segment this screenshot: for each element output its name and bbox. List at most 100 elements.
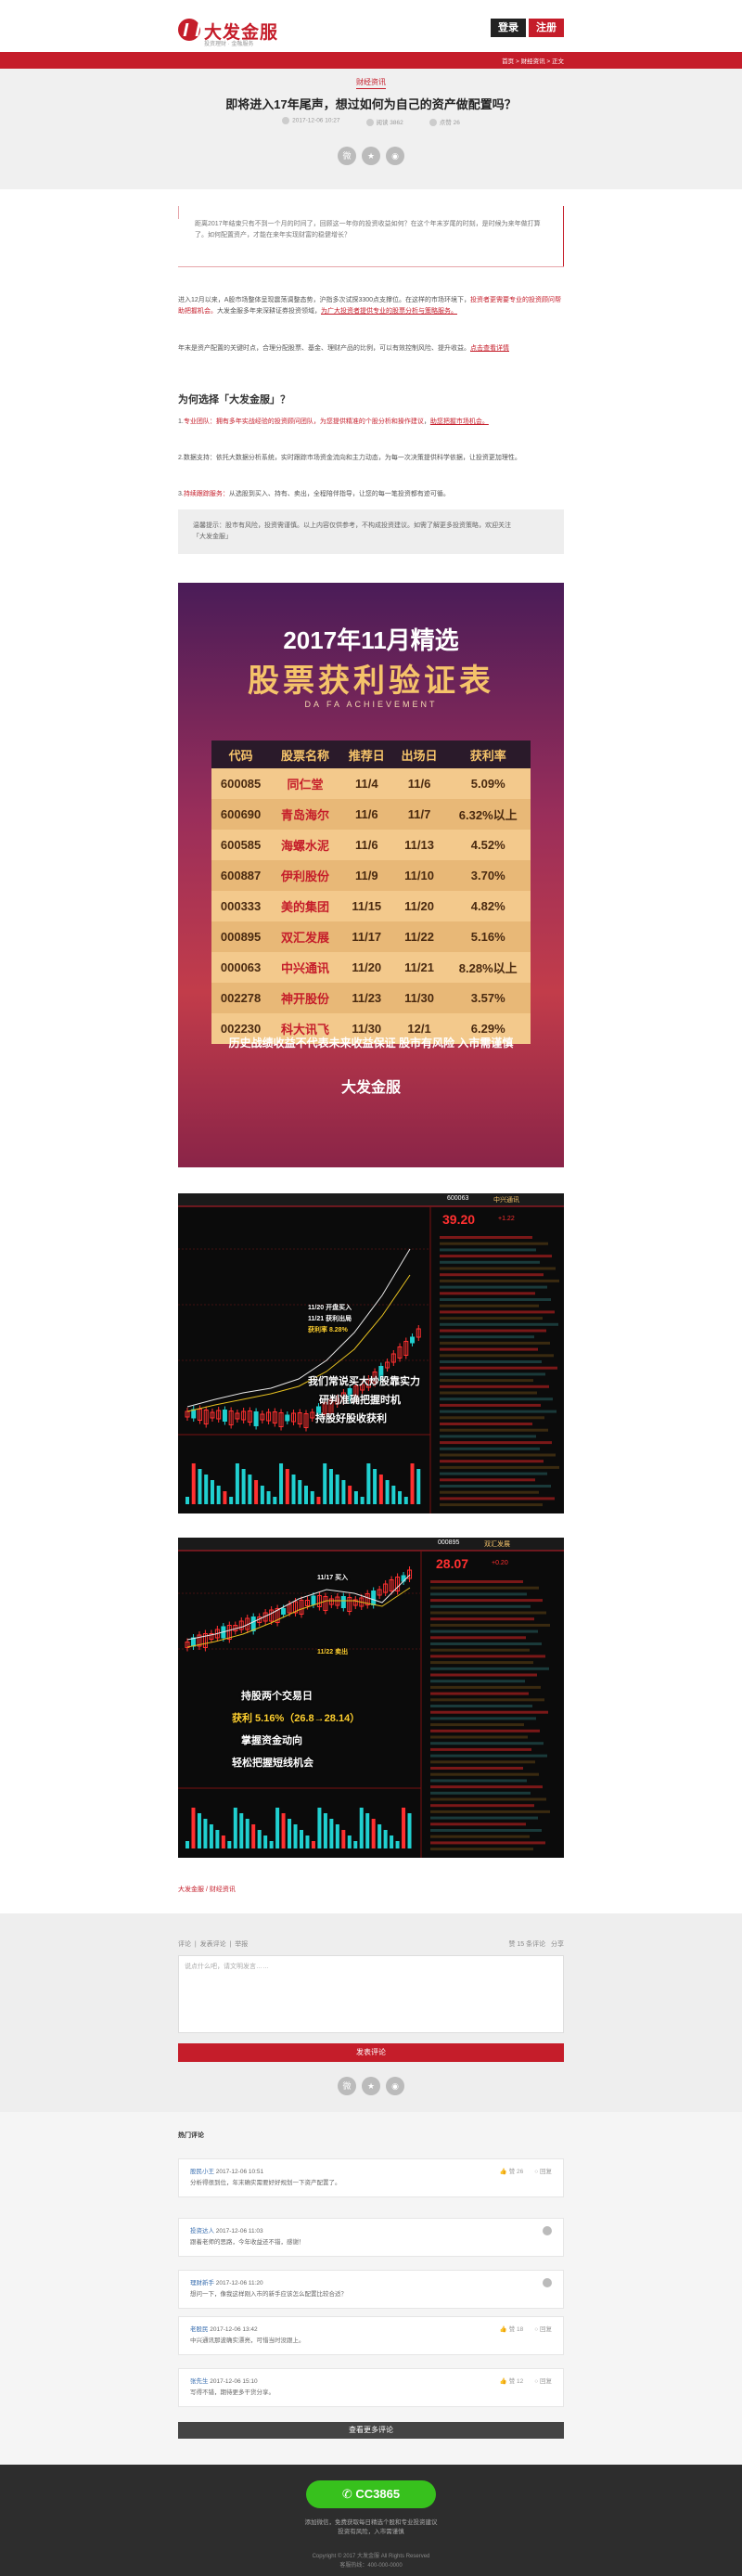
candle <box>328 1598 334 1605</box>
candle <box>299 1600 304 1615</box>
candle <box>278 1412 284 1427</box>
reason-link[interactable]: 助您把握市场机会。 <box>429 419 489 425</box>
table-cell: 神开股份 <box>270 983 340 1013</box>
volume-bar <box>391 1486 396 1504</box>
quote-line <box>430 1785 543 1789</box>
volume-bar <box>293 1824 298 1848</box>
table-cell: 5.16% <box>445 921 531 952</box>
quote-line <box>440 1255 552 1258</box>
comment-user[interactable]: 理财新手 <box>190 2280 214 2286</box>
candle <box>340 1392 346 1402</box>
volume-bar <box>407 1813 412 1848</box>
category-tag[interactable]: 财经资讯 <box>356 77 386 89</box>
quote-line <box>430 1680 525 1683</box>
submit-comment-button[interactable]: 发表评论 <box>178 2043 564 2062</box>
volume-bar <box>316 1497 321 1504</box>
register-button[interactable]: 注册 <box>529 19 564 37</box>
info-icon[interactable] <box>543 2226 552 2235</box>
info-icon[interactable] <box>543 2278 552 2287</box>
comment-input[interactable]: 说点什么吧，请文明发言…… <box>178 1955 564 2033</box>
wechat-share-icon[interactable]: ◉ <box>386 2077 404 2095</box>
volume-bar <box>398 1491 403 1504</box>
volume-bar <box>216 1486 221 1504</box>
candle <box>216 1410 222 1420</box>
quote-line <box>430 1810 550 1813</box>
volume-bar <box>288 1819 292 1848</box>
candle <box>266 1411 272 1422</box>
chart2-note-1: 11/17 买入 <box>317 1575 349 1581</box>
volume-bar <box>215 1830 220 1848</box>
candle <box>328 1399 334 1414</box>
date-meta: 2017-12-06 10:27 <box>282 117 340 126</box>
tab-post[interactable]: 发表评论 <box>199 1941 226 1948</box>
details-link[interactable]: 点击查看详情 <box>470 345 509 352</box>
like-button[interactable]: 👍 赞 12 <box>499 2378 524 2385</box>
weibo-share-icon[interactable]: 微 <box>338 147 356 165</box>
table-cell: 双汇发展 <box>270 921 340 952</box>
inline-link[interactable]: 为广大投资者提供专业的股票分析与策略服务。 <box>321 308 457 315</box>
wechat-button[interactable]: ✆ CC3865 <box>306 2480 436 2508</box>
volume-bar <box>402 1808 406 1848</box>
chart2-text-2: 获利 5.16%（26.8→28.14） <box>232 1713 361 1724</box>
candle <box>291 1412 297 1423</box>
qzone-share-icon[interactable]: ★ <box>362 2077 380 2095</box>
table-row: 000333 美的集团 11/15 11/20 4.82% <box>211 891 531 921</box>
table-header: 获利率 <box>445 741 531 768</box>
quote-line <box>440 1273 544 1277</box>
candle <box>407 1569 413 1579</box>
candle <box>385 1361 390 1369</box>
candle <box>353 1385 359 1400</box>
comment-user[interactable]: 投资达人 <box>190 2228 214 2235</box>
like-button[interactable]: 👍 赞 18 <box>499 2326 524 2333</box>
candle <box>403 1341 409 1356</box>
table-cell: 11/22 <box>392 921 446 952</box>
achievement-poster: 2017年11月精选 股票获利验证表 DA FA ACHIEVEMENT 代码股… <box>178 583 564 1167</box>
qzone-share-icon[interactable]: ★ <box>362 147 380 165</box>
breadcrumb[interactable]: 首页 > 财经资讯 > 正文 <box>502 58 564 65</box>
reply-button[interactable]: ○ 回复 <box>534 2169 552 2175</box>
candle <box>247 1410 252 1423</box>
candle <box>191 1409 197 1419</box>
source-link[interactable]: 大发金服 / 财经资讯 <box>178 1887 236 1893</box>
quote-line <box>430 1717 536 1720</box>
quote-line <box>430 1617 534 1621</box>
weibo-share-icon[interactable]: 微 <box>338 2077 356 2095</box>
tip-box: 温馨提示：股市有风险，投资需谨慎。以上内容仅供参考，不构成投资建议。如需了解更多… <box>178 509 564 554</box>
comment-item: 老股民 2017-12-06 13:42 中兴通讯那波确实漂亮，可惜当时没跟上。 👍… <box>178 2316 564 2355</box>
volume-bar <box>254 1480 259 1504</box>
comment-user[interactable]: 股民小王 <box>190 2169 214 2175</box>
reply-button[interactable]: ○ 回复 <box>534 2378 552 2385</box>
quote-line <box>440 1372 545 1376</box>
comment-user[interactable]: 老股民 <box>190 2326 209 2333</box>
quote-line <box>430 1636 526 1640</box>
comment-user[interactable]: 张先生 <box>190 2378 209 2385</box>
quote-line <box>440 1416 544 1420</box>
table-cell: 伊利股份 <box>270 860 340 891</box>
table-cell: 11/21 <box>392 952 446 983</box>
table-cell: 002230 <box>211 1013 271 1044</box>
candle <box>378 1366 384 1381</box>
poster-subtitle: 股票获利验证表 <box>248 663 494 699</box>
like-button[interactable]: 👍 赞 26 <box>499 2169 524 2175</box>
comment-item: 投资达人 2017-12-06 11:03 跟着老师的思路，今年收益还不错，感谢！ <box>178 2218 564 2257</box>
quote-line <box>440 1322 558 1326</box>
more-comments-button[interactable]: 查看更多评论 <box>178 2422 564 2439</box>
table-cell: 600085 <box>211 768 271 799</box>
logo-icon <box>178 19 200 41</box>
tab-report[interactable]: 举报 <box>235 1941 249 1948</box>
tip-link[interactable]: 「大发金服」 <box>193 534 232 540</box>
comment-share[interactable]: 分享 <box>551 1941 564 1948</box>
comment-count[interactable]: 赞 15 条评论 <box>508 1941 546 1948</box>
reply-button[interactable]: ○ 回复 <box>534 2326 552 2333</box>
volume-bar <box>257 1830 262 1848</box>
login-button[interactable]: 登录 <box>491 19 526 37</box>
logo[interactable]: 大发金服 投资理财 · 金融服务 <box>178 19 289 47</box>
table-cell: 11/15 <box>339 891 393 921</box>
section-heading: 为何选择「大发金服」？ <box>178 394 290 406</box>
quote-line <box>440 1341 550 1345</box>
tab-comments[interactable]: 评论 <box>178 1941 191 1948</box>
volume-bar <box>341 1480 346 1504</box>
candle <box>310 1411 315 1419</box>
wechat-share-icon[interactable]: ◉ <box>386 147 404 165</box>
table-cell: 11/7 <box>392 799 446 830</box>
